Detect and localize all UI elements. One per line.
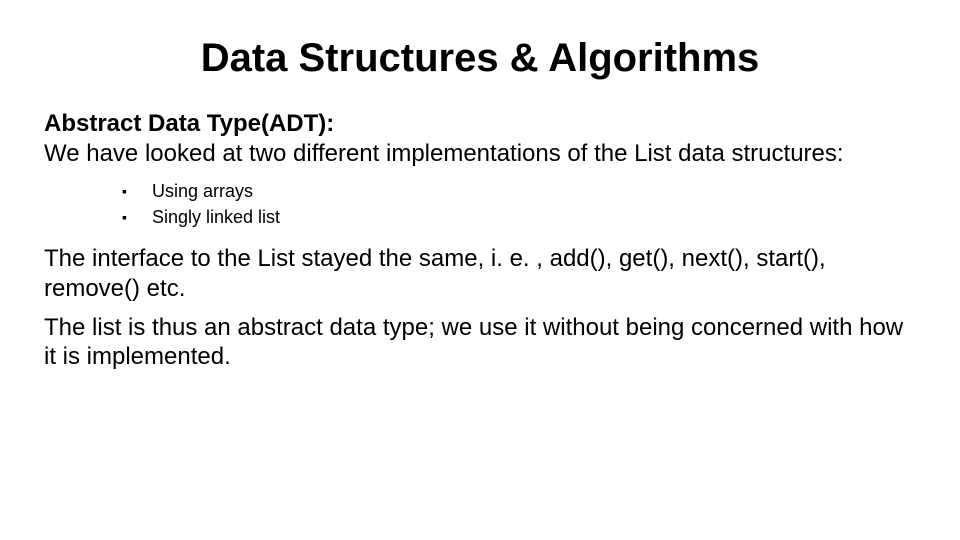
slide: Data Structures & Algorithms Abstract Da… — [0, 36, 960, 540]
section-subtitle: Abstract Data Type(ADT): — [44, 109, 910, 139]
slide-body: Abstract Data Type(ADT): We have looked … — [0, 109, 960, 372]
page-title: Data Structures & Algorithms — [0, 36, 960, 81]
body-paragraph: The interface to the List stayed the sam… — [44, 244, 910, 303]
list-item: Singly linked list — [122, 204, 910, 230]
body-paragraph: The list is thus an abstract data type; … — [44, 313, 910, 372]
list-item: Using arrays — [122, 178, 910, 204]
intro-paragraph: We have looked at two different implemen… — [44, 139, 910, 168]
bullet-list: Using arrays Singly linked list — [44, 178, 910, 230]
